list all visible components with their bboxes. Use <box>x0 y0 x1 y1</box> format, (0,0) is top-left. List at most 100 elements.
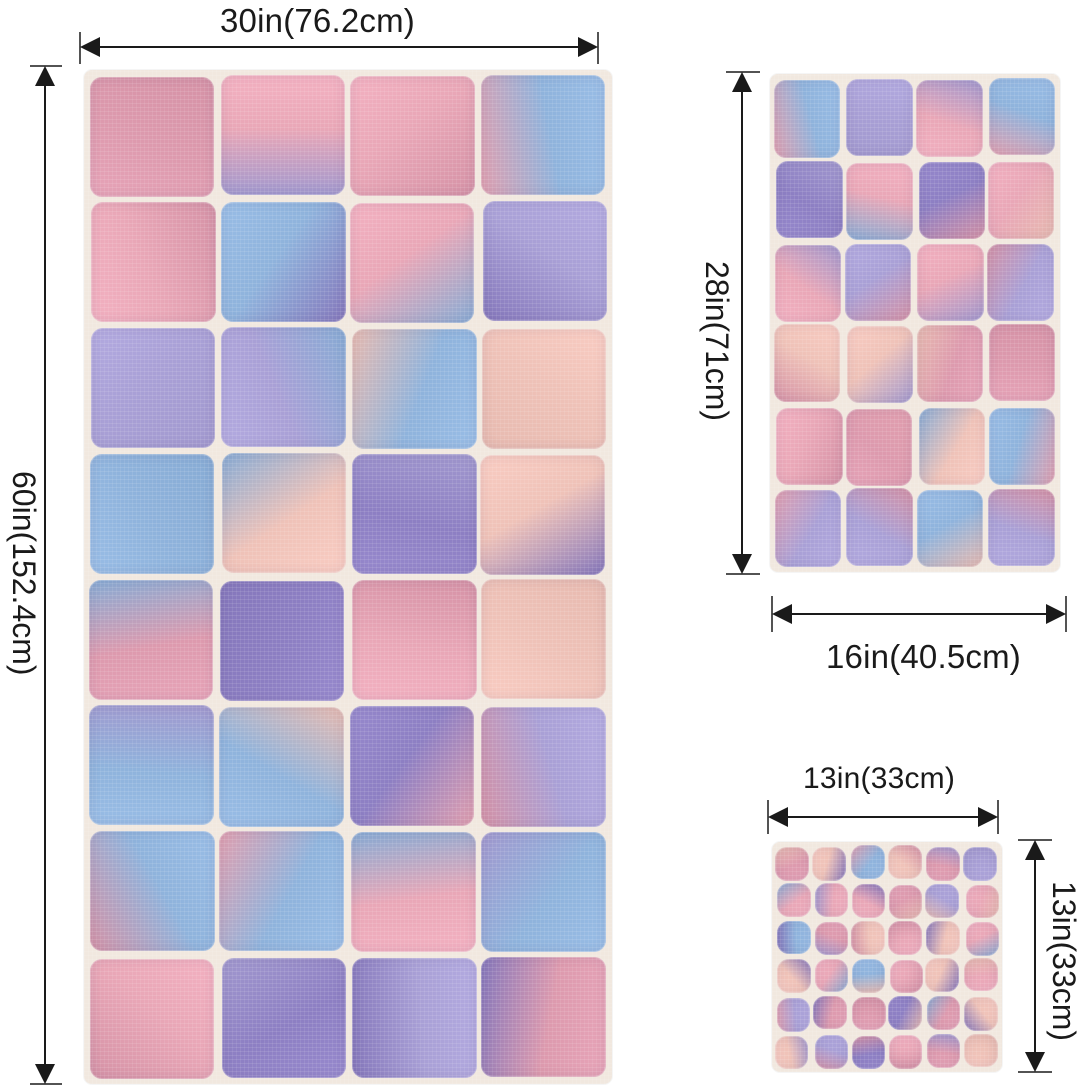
pattern-tile <box>774 324 841 402</box>
pattern-tile <box>814 883 849 917</box>
pattern-tile <box>851 1035 886 1070</box>
pattern-tile <box>812 995 847 1030</box>
pattern-tile <box>89 959 215 1080</box>
pattern-tile <box>88 580 214 701</box>
pattern-tile <box>221 957 346 1078</box>
pattern-tile <box>220 75 346 196</box>
pattern-tile <box>916 79 983 157</box>
pattern-tile <box>814 958 849 993</box>
pattern-tile <box>482 201 608 322</box>
pattern-tile <box>352 579 477 700</box>
pattern-tile <box>481 329 606 450</box>
pattern-tile <box>349 203 475 324</box>
wash-height-label: 13in(33cm) <box>1046 881 1080 1042</box>
hand-width-arrow <box>771 596 1067 632</box>
pattern-tile <box>846 488 913 566</box>
pattern-tile <box>90 831 215 952</box>
pattern-tile <box>480 75 606 196</box>
pattern-tile <box>776 408 843 486</box>
pattern-tile <box>219 830 344 951</box>
pattern-tile <box>481 578 606 699</box>
pattern-tile <box>846 409 913 487</box>
washcloth-image <box>772 842 1002 1072</box>
pattern-tile <box>917 325 984 403</box>
pattern-tile <box>963 1033 998 1068</box>
pattern-tile <box>481 831 606 952</box>
pattern-tile <box>846 162 913 240</box>
pattern-tile <box>926 996 961 1030</box>
pattern-tile <box>812 847 846 881</box>
pattern-tile <box>89 77 215 198</box>
pattern-tile <box>846 326 913 404</box>
hand-width-label: 16in(40.5cm) <box>826 638 1021 675</box>
pattern-tile <box>987 161 1055 239</box>
pattern-tile <box>888 1035 923 1070</box>
pattern-tile <box>814 921 849 956</box>
pattern-tile <box>988 489 1055 567</box>
pattern-tile <box>851 959 886 993</box>
pattern-tile <box>774 244 842 322</box>
pattern-tile <box>90 327 216 448</box>
bath-height-label: 60in(152.4cm) <box>6 471 42 676</box>
pattern-tile <box>962 846 997 881</box>
pattern-tile <box>777 959 811 994</box>
pattern-tile <box>774 489 842 568</box>
pattern-tile <box>852 996 886 1031</box>
pattern-tile <box>888 921 923 955</box>
pattern-tile <box>988 324 1055 402</box>
pattern-tile <box>925 884 959 918</box>
pattern-tile <box>846 79 913 157</box>
pattern-tile <box>481 956 606 1077</box>
pattern-tile <box>889 959 924 994</box>
pattern-tile <box>776 160 843 238</box>
wash-width-label: 13in(33cm) <box>803 762 956 795</box>
pattern-tile <box>219 580 345 701</box>
pattern-tile <box>221 453 347 574</box>
pattern-tile <box>918 408 985 486</box>
pattern-tile <box>352 453 477 574</box>
pattern-tile <box>917 489 984 567</box>
pattern-tile <box>988 407 1056 485</box>
pattern-tile <box>91 201 216 322</box>
pattern-tile <box>89 454 215 575</box>
pattern-tile <box>850 845 885 879</box>
pattern-tile <box>350 75 475 196</box>
pattern-tile <box>988 78 1056 156</box>
pattern-tile <box>926 921 961 956</box>
pattern-tile <box>851 883 886 918</box>
pattern-tile <box>965 884 1000 919</box>
pattern-tile <box>219 707 344 828</box>
pattern-tile <box>352 957 477 1078</box>
bath-width-label: 30in(76.2cm) <box>220 2 415 39</box>
pattern-tile <box>925 847 960 881</box>
pattern-tile <box>351 831 476 952</box>
pattern-tile <box>773 80 841 158</box>
pattern-tile <box>221 202 346 323</box>
pattern-tile <box>814 1034 849 1069</box>
pattern-tile <box>888 845 922 880</box>
pattern-tile <box>776 998 811 1032</box>
pattern-tile <box>776 920 811 955</box>
pattern-tile <box>926 1034 961 1068</box>
pattern-tile <box>851 921 885 955</box>
pattern-tile <box>89 705 214 826</box>
pattern-tile <box>481 706 606 827</box>
bath-towel-image <box>84 70 612 1084</box>
pattern-tile <box>964 997 998 1032</box>
pattern-tile <box>844 244 912 322</box>
pattern-tile <box>480 454 605 575</box>
pattern-tile <box>777 883 811 917</box>
pattern-tile <box>918 162 985 240</box>
hand-height-label: 28in(71cm) <box>699 261 735 422</box>
pattern-tile <box>221 326 346 447</box>
pattern-tile <box>987 244 1054 322</box>
pattern-tile <box>925 958 959 992</box>
pattern-tile <box>352 329 477 450</box>
wash-width-arrow <box>767 800 999 834</box>
pattern-tile <box>964 957 999 992</box>
pattern-tile <box>349 705 475 826</box>
pattern-tile <box>965 921 1000 956</box>
pattern-tile <box>775 847 810 881</box>
pattern-tile <box>774 1035 809 1070</box>
pattern-tile <box>887 996 922 1030</box>
